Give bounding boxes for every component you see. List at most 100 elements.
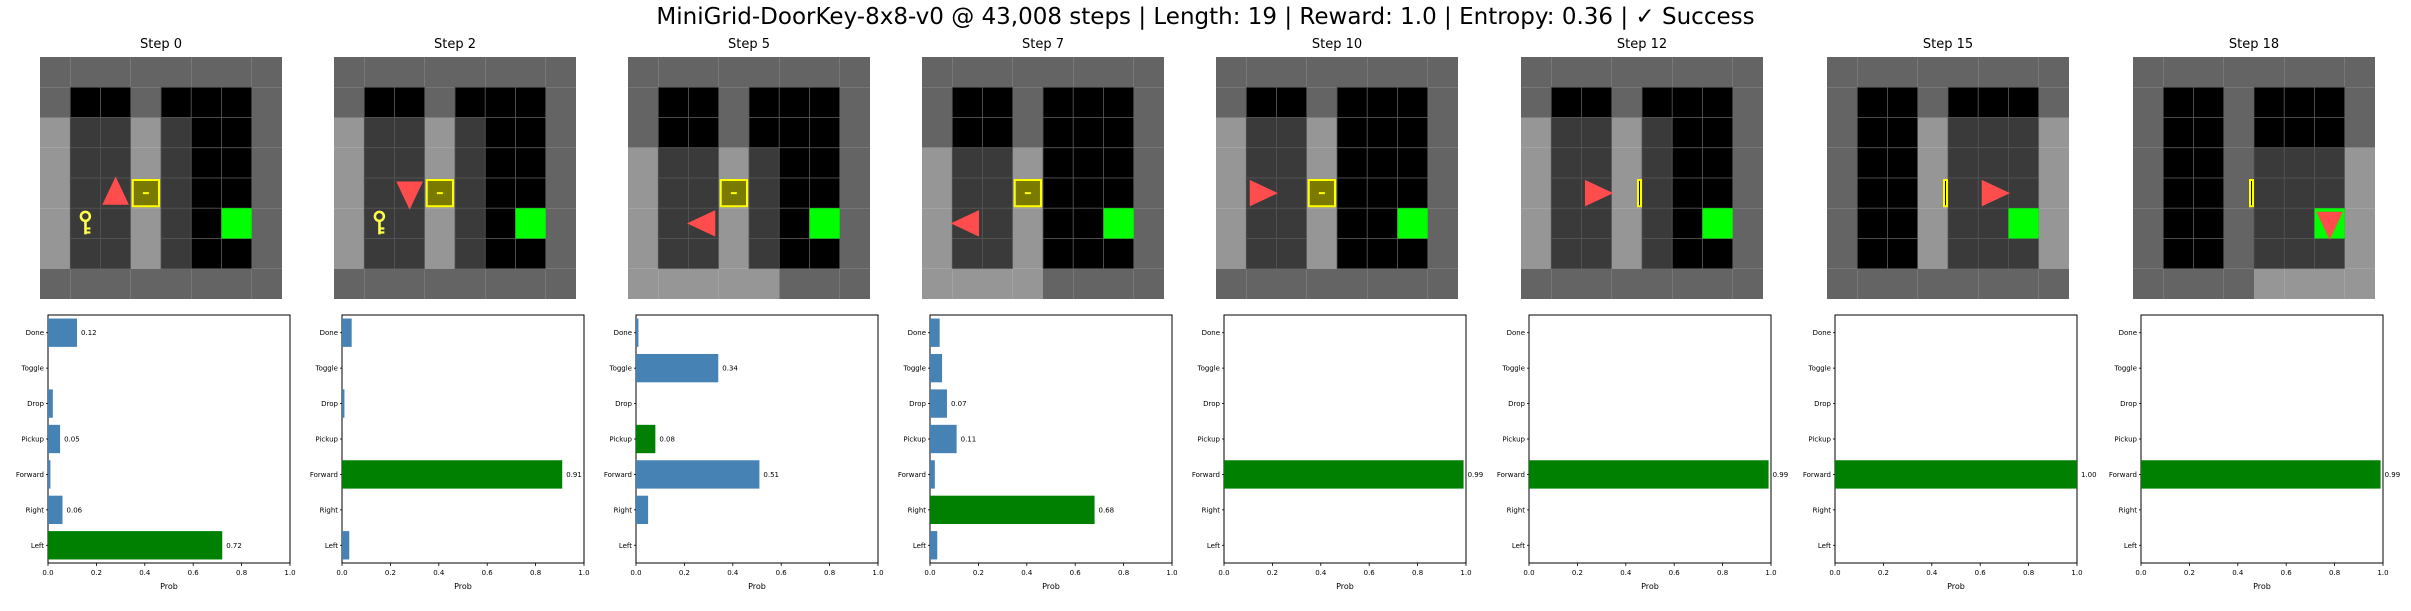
- category-tick-label: Drop: [1508, 400, 1525, 408]
- wall-cell: [2223, 238, 2254, 269]
- wall-cell: [2038, 178, 2069, 209]
- floor-cell: [1702, 117, 1734, 149]
- floor-cell: [1103, 147, 1135, 179]
- wall-cell: [2133, 147, 2164, 178]
- category-tick-label: Left: [2124, 542, 2137, 550]
- x-tick-label: 1.0: [578, 569, 589, 577]
- figure-title: MiniGrid-DoorKey-8x8-v0 @ 43,008 steps |…: [656, 4, 1755, 30]
- category-tick-label: Forward: [898, 471, 926, 479]
- wall-cell: [130, 208, 161, 239]
- category-tick-label: Toggle: [1196, 365, 1220, 373]
- wall-cell: [221, 57, 252, 88]
- bar-value-label: 0.05: [64, 436, 80, 444]
- floor-cell: [951, 177, 983, 209]
- floor-cell: [1671, 177, 1703, 209]
- wall-cell: [1427, 87, 1458, 118]
- wall-cell: [658, 57, 689, 88]
- wall-cell: [2038, 147, 2069, 178]
- category-tick-label: Done: [1813, 329, 1831, 337]
- prob-bar-pickup: [48, 424, 61, 454]
- agent-icon: [102, 176, 129, 205]
- wall-cell: [1521, 238, 1552, 269]
- wall-cell: [809, 57, 840, 88]
- wall-cell: [1306, 147, 1337, 178]
- floor-cell: [1042, 238, 1074, 270]
- wall-cell: [2344, 57, 2375, 88]
- wall-cell: [779, 268, 810, 299]
- x-tick-label: 0.6: [776, 569, 788, 577]
- floor-cell: [454, 117, 486, 149]
- wall-cell: [628, 238, 659, 269]
- wall-cell: [2038, 117, 2069, 148]
- wall-cell: [455, 57, 486, 88]
- floor-cell: [748, 117, 780, 149]
- wall-cell: [1551, 57, 1582, 88]
- floor-cell: [1856, 117, 1888, 149]
- floor-cell: [221, 86, 253, 118]
- floor-cell: [1581, 238, 1613, 270]
- floor-cell: [1977, 117, 2009, 149]
- prob-bar-forward: [1529, 460, 1769, 489]
- wall-cell: [1732, 238, 1763, 269]
- floor-cell: [1856, 207, 1888, 239]
- floor-cell: [394, 86, 426, 118]
- floor-cell: [1581, 86, 1613, 118]
- key-icon: [373, 210, 386, 235]
- floor-cell: [69, 117, 101, 149]
- x-tick-label: 1.0: [284, 569, 295, 577]
- floor-cell: [2253, 177, 2285, 209]
- floor-cell: [1887, 117, 1919, 149]
- prob-bar-left: [48, 531, 223, 560]
- wall-cell: [2038, 268, 2069, 299]
- floor-cell: [1103, 177, 1135, 209]
- floor-cell: [1366, 177, 1398, 209]
- floor-cell: [778, 117, 810, 149]
- x-axis-label: Prob: [160, 582, 178, 591]
- floor-cell: [2283, 238, 2315, 270]
- action-prob-chart: Left Right Forward 1.00 Pickup Drop Toggle Done…: [1803, 314, 2097, 591]
- category-tick-label: Toggle: [2113, 365, 2137, 373]
- floor-cell: [1581, 207, 1613, 239]
- wall-cell: [1133, 87, 1164, 118]
- category-tick-label: Toggle: [1807, 365, 1831, 373]
- category-tick-label: Done: [2119, 329, 2137, 337]
- x-tick-label: 0.8: [2023, 569, 2034, 577]
- plot-frame: [47, 314, 291, 564]
- x-axis-label: Prob: [1641, 582, 1659, 591]
- wall-cell: [1917, 147, 1948, 178]
- prob-bar-forward: [2141, 460, 2381, 489]
- category-tick-label: Right: [320, 506, 339, 514]
- wall-cell: [545, 147, 576, 178]
- wall-cell: [718, 57, 749, 88]
- floor-cell: [657, 117, 689, 149]
- wall-cell: [1827, 57, 1858, 88]
- bar-value-label: 0.99: [1468, 471, 1484, 479]
- wall-cell: [1611, 208, 1642, 239]
- category-tick-label: Forward: [1497, 471, 1525, 479]
- x-tick-label: 0.2: [679, 569, 690, 577]
- plot-frame: [1223, 314, 1467, 564]
- wall-cell: [2223, 178, 2254, 209]
- wall-cell: [718, 147, 749, 178]
- wall-cell: [1702, 268, 1733, 299]
- x-tick-label: 0.0: [1523, 569, 1534, 577]
- floor-cell: [1336, 238, 1368, 270]
- category-tick-label: Done: [320, 329, 338, 337]
- wall-cell: [1827, 147, 1858, 178]
- minigrid-frame: [1827, 57, 2069, 299]
- step-title: Step 7: [1021, 37, 1064, 52]
- wall-cell: [424, 57, 455, 88]
- wall-cell: [1732, 178, 1763, 209]
- bar-value-label: 0.91: [566, 471, 582, 479]
- wall-cell: [545, 178, 576, 209]
- category-tick-label: Done: [614, 329, 632, 337]
- prob-bar-drop: [930, 389, 947, 418]
- wall-cell: [1216, 208, 1247, 239]
- wall-cell: [130, 238, 161, 269]
- wall-cell: [251, 147, 282, 178]
- floor-cell: [1702, 86, 1734, 118]
- floor-cell: [1977, 147, 2009, 179]
- floor-cell: [688, 117, 720, 149]
- floor-cell: [2253, 238, 2285, 270]
- wall-cell: [1306, 208, 1337, 239]
